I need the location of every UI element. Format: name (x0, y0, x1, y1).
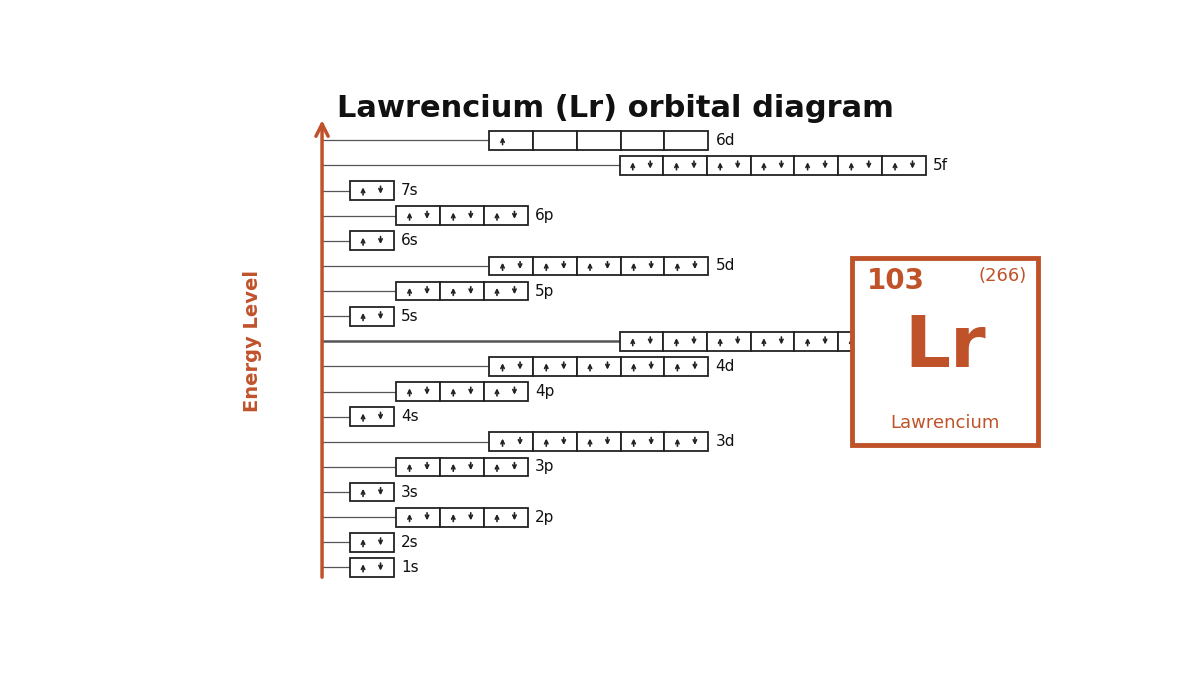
Bar (484, 458, 528, 477)
Text: Lr: Lr (905, 313, 986, 382)
Text: 6s: 6s (401, 234, 419, 248)
Bar (794, 156, 839, 175)
Bar (396, 382, 440, 401)
Text: 4s: 4s (401, 409, 419, 424)
Bar (440, 207, 484, 225)
Text: 3d: 3d (715, 434, 734, 450)
Text: 7s: 7s (401, 183, 419, 198)
Bar (533, 131, 577, 150)
Bar (484, 382, 528, 401)
Bar (396, 508, 440, 526)
Bar (533, 433, 577, 451)
Text: 4p: 4p (535, 384, 554, 399)
Bar (707, 332, 751, 351)
Bar (707, 156, 751, 175)
Bar (396, 458, 440, 477)
Text: Energy Level: Energy Level (242, 270, 262, 412)
Bar (619, 156, 664, 175)
Bar (484, 207, 528, 225)
Bar (620, 131, 665, 150)
Bar (350, 181, 394, 200)
Bar (440, 508, 484, 526)
Text: 5s: 5s (401, 308, 419, 324)
Bar (396, 207, 440, 225)
Bar (794, 332, 839, 351)
Text: 5p: 5p (535, 284, 554, 298)
Bar (620, 357, 665, 376)
Bar (665, 256, 708, 275)
Text: 4d: 4d (715, 359, 734, 374)
Bar (665, 433, 708, 451)
Bar (484, 508, 528, 526)
Bar (577, 433, 620, 451)
Bar (440, 458, 484, 477)
Text: (266): (266) (979, 267, 1027, 285)
Text: 4f: 4f (934, 334, 948, 349)
Bar (619, 332, 664, 351)
Text: 3p: 3p (535, 460, 554, 475)
Bar (533, 357, 577, 376)
Bar (490, 131, 533, 150)
Bar (396, 281, 440, 300)
Text: 2p: 2p (535, 510, 554, 524)
Bar (350, 558, 394, 576)
Bar (533, 256, 577, 275)
Text: Lawrencium (Lr) orbital diagram: Lawrencium (Lr) orbital diagram (336, 94, 894, 123)
Text: 6p: 6p (535, 208, 554, 223)
Bar (839, 332, 882, 351)
Bar (664, 156, 707, 175)
Text: 3s: 3s (401, 485, 419, 500)
Text: Lawrencium: Lawrencium (890, 414, 1000, 432)
Text: 5f: 5f (934, 158, 948, 173)
Bar (882, 156, 925, 175)
Text: 1s: 1s (401, 560, 419, 575)
Bar (350, 407, 394, 426)
Bar (620, 433, 665, 451)
Text: 5d: 5d (715, 259, 734, 273)
Text: 2s: 2s (401, 535, 419, 549)
Bar (440, 382, 484, 401)
Bar (664, 332, 707, 351)
Bar (751, 156, 794, 175)
Bar (839, 156, 882, 175)
Bar (577, 131, 620, 150)
Text: 103: 103 (868, 267, 925, 295)
Bar (882, 332, 925, 351)
Text: 6d: 6d (715, 133, 734, 148)
Bar (577, 357, 620, 376)
Bar (490, 433, 533, 451)
Bar (852, 258, 1038, 445)
Bar (350, 483, 394, 502)
Bar (350, 533, 394, 551)
Bar (484, 281, 528, 300)
Bar (490, 256, 533, 275)
Bar (577, 256, 620, 275)
Bar (620, 256, 665, 275)
Bar (350, 232, 394, 250)
Bar (665, 357, 708, 376)
Bar (751, 332, 794, 351)
Bar (490, 357, 533, 376)
Bar (440, 281, 484, 300)
Bar (665, 131, 708, 150)
Bar (350, 307, 394, 325)
